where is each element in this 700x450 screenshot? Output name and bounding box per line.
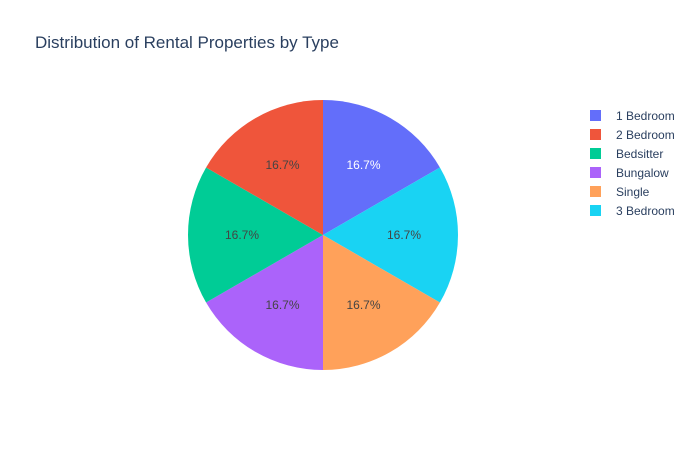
legend-label: 3 Bedroom <box>616 203 675 218</box>
pie-slice-2-bedroom[interactable] <box>206 100 323 235</box>
legend-swatch <box>590 205 601 216</box>
legend-swatch <box>590 167 601 178</box>
legend-swatch <box>590 148 601 159</box>
pie-slice-bedsitter[interactable] <box>187 167 323 303</box>
chart-title: Distribution of Rental Properties by Typ… <box>35 33 339 52</box>
pie-slice-1-bedroom[interactable] <box>323 100 440 235</box>
slice-percent-label: 16.7% <box>265 298 299 312</box>
legend-swatch <box>590 186 601 197</box>
pie-slice-single[interactable] <box>323 235 440 370</box>
legend-item-1-bedroom[interactable]: 1 Bedroom <box>590 106 675 125</box>
legend-item-2-bedroom[interactable]: 2 Bedroom <box>590 125 675 144</box>
slice-percent-label: 16.7% <box>346 298 380 312</box>
pie-slice-bungalow[interactable] <box>206 235 323 370</box>
legend-label: 2 Bedroom <box>616 127 675 142</box>
legend-label: Bedsitter <box>616 146 664 161</box>
slice-percent-label: 16.7% <box>265 158 299 172</box>
slice-percent-label: 16.7% <box>225 228 259 242</box>
legend-item-bedsitter[interactable]: Bedsitter <box>590 144 675 163</box>
legend: 1 Bedroom 2 Bedroom Bedsitter Bungalow Singl… <box>590 106 675 220</box>
legend-item-bungalow[interactable]: Bungalow <box>590 163 675 182</box>
slice-percent-label: 16.7% <box>346 158 380 172</box>
legend-label: Bungalow <box>616 165 669 180</box>
legend-label: 1 Bedroom <box>616 108 675 123</box>
legend-item-3-bedroom[interactable]: 3 Bedroom <box>590 201 675 220</box>
slice-percent-label: 16.7% <box>387 228 421 242</box>
legend-swatch <box>590 129 601 140</box>
legend-swatch <box>590 110 601 121</box>
legend-item-single[interactable]: Single <box>590 182 675 201</box>
pie-slice-3-bedroom[interactable] <box>323 167 458 303</box>
legend-label: Single <box>616 184 650 199</box>
